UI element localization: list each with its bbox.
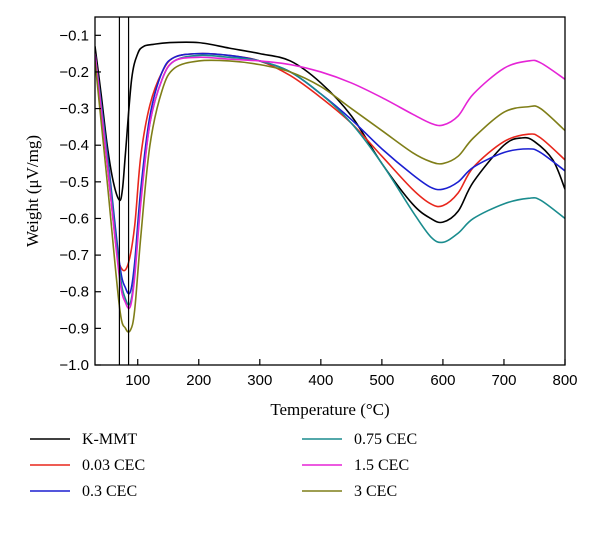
- x-tick-label: 700: [491, 372, 516, 389]
- series-layer: [95, 41, 565, 333]
- legend-item-6: 3 CEC: [302, 483, 397, 500]
- legend-label: K-MMT: [82, 431, 137, 448]
- series-line-2: [95, 52, 565, 272]
- legend-item-2: 0.03 CEC: [30, 457, 145, 474]
- y-tick-label: −1.0: [59, 357, 89, 374]
- x-tick-label: 100: [125, 372, 150, 389]
- series-line-1: [95, 41, 565, 224]
- legend-item-5: 1.5 CEC: [302, 457, 409, 474]
- x-tick-label: 200: [186, 372, 211, 389]
- y-tick-label: −0.5: [59, 174, 89, 191]
- legend-item-3: 0.3 CEC: [30, 483, 137, 500]
- x-tick-label: 400: [308, 372, 333, 389]
- legend-label: 0.3 CEC: [82, 483, 137, 500]
- legend-item-1: K-MMT: [30, 431, 137, 448]
- y-tick-label: −0.9: [59, 320, 89, 337]
- x-tick-label: 500: [369, 372, 394, 389]
- x-tick-label: 600: [430, 372, 455, 389]
- y-axis-ticks: −1.0 −0.9 −0.8 −0.7 −0.6 −0.5 −0.4 −0.3 −0.2 −0.1: [59, 27, 101, 374]
- y-tick-label: −0.6: [59, 210, 89, 227]
- legend: K-MMT 0.03 CEC 0.3 CEC 0.75 CEC 1.5 CEC 3 CEC: [30, 431, 417, 500]
- y-tick-label: −0.7: [59, 247, 89, 264]
- series-line-3: [95, 52, 565, 295]
- legend-label: 1.5 CEC: [354, 457, 409, 474]
- y-axis-title: Weight (μV/mg): [23, 135, 42, 247]
- x-axis-title: Temperature (°C): [270, 400, 389, 419]
- x-tick-label: 300: [247, 372, 272, 389]
- plot-frame: [94, 16, 566, 366]
- legend-label: 3 CEC: [354, 483, 397, 500]
- vertical-marker-layer: [118, 17, 130, 365]
- legend-label: 0.03 CEC: [82, 457, 145, 474]
- series-line-5: [95, 53, 565, 310]
- y-tick-label: −0.8: [59, 284, 89, 301]
- x-tick-label: 800: [552, 372, 577, 389]
- y-tick-label: −0.2: [59, 64, 89, 81]
- y-tick-label: −0.4: [59, 137, 89, 154]
- legend-label: 0.75 CEC: [354, 431, 417, 448]
- legend-item-4: 0.75 CEC: [302, 431, 417, 448]
- x-axis-ticks: 100 200 300 400 500 600 700 800: [125, 359, 578, 389]
- y-tick-label: −0.1: [59, 27, 89, 44]
- y-tick-label: −0.3: [59, 101, 89, 118]
